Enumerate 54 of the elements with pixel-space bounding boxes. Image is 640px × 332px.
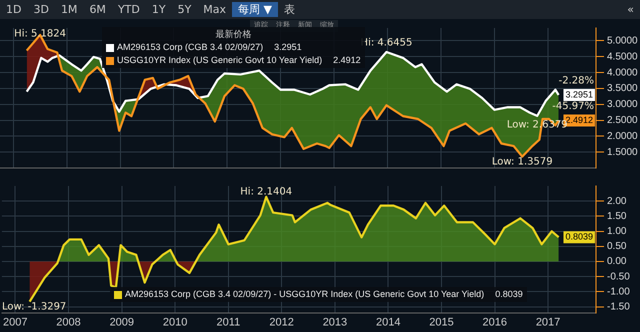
x-tick-label: 2008 [56, 316, 81, 328]
y-tick-label: 2.0000 [607, 130, 638, 142]
legend-label: AM296153 Corp (CGB 3.4 02/09/27) - USGG10YR Index (US Generic Govt 10 Year Yield) [125, 288, 484, 301]
text: 表 [283, 2, 296, 17]
y-tick-label: 0.00 [607, 256, 627, 268]
text: 5Y [176, 3, 192, 16]
data-label: 0.8039 [565, 232, 594, 242]
text: 每周 ▼ [232, 2, 278, 17]
x-tick-label: 2014 [376, 316, 400, 328]
data-label: 3.2951 [565, 89, 594, 100]
y-tick-label: -1.50 [607, 302, 630, 313]
x-tick-label: 2007 [2, 316, 28, 328]
legend-label: USGG10YR Index (US Generic Govt 10 Year Yield) [117, 54, 322, 67]
text: YTD [116, 3, 141, 16]
annotation: Hi: 5.1824 [14, 28, 66, 40]
text: 1Y [150, 3, 167, 16]
text: 6M [88, 3, 107, 16]
y-tick-label: 1.00 [607, 226, 627, 238]
y-tick-label: 3.5000 [607, 83, 638, 94]
y-tick-label: 4.0000 [607, 67, 638, 78]
x-tick-label: 2016 [482, 316, 508, 328]
text: 1M [60, 3, 78, 16]
y-tick-label: -0.50 [607, 271, 630, 282]
x-tick-label: 2011 [216, 316, 240, 328]
annotation: Hi: 2.1404 [240, 186, 292, 198]
x-tick-label: 2013 [322, 316, 348, 328]
text: Max [202, 3, 228, 16]
y-tick-label: -1.00 [607, 286, 630, 298]
text: « [626, 3, 635, 16]
y-tick-label: 4.5000 [607, 51, 638, 62]
y-tick-label: 2.5000 [607, 115, 638, 126]
x-tick-label: 2010 [162, 316, 188, 328]
x-tick-label: 2015 [429, 316, 454, 328]
legend-title: 最新价格 [214, 28, 252, 41]
annotation: Low: -1.3297 [2, 301, 66, 312]
x-tick-label: 2017 [536, 316, 560, 328]
annotation: -2.28% [558, 76, 594, 87]
text: 3.2951 [274, 42, 302, 52]
annotation: Low: 1.3579 [492, 156, 553, 168]
x-tick-label: 2009 [110, 316, 134, 328]
annotation: -45.97% [552, 101, 594, 112]
y-tick-label: 2.00 [607, 196, 627, 207]
y-tick-label: 1.5000 [607, 146, 638, 158]
text: 3D [32, 3, 50, 16]
text: 2.4912 [333, 55, 361, 65]
text: 0.8039 [495, 289, 523, 299]
y-tick-label: 3.0000 [607, 99, 638, 110]
y-tick-label: 0.50 [607, 241, 627, 252]
legend-label: AM296153 Corp (CGB 3.4 02/09/27) [117, 41, 264, 54]
text: 1D [5, 3, 22, 16]
annotation: Hi: 4.6455 [360, 38, 412, 49]
x-tick-label: 2012 [269, 316, 294, 328]
y-tick-label: 5.0000 [607, 35, 638, 46]
y-tick-label: 1.50 [607, 210, 627, 222]
